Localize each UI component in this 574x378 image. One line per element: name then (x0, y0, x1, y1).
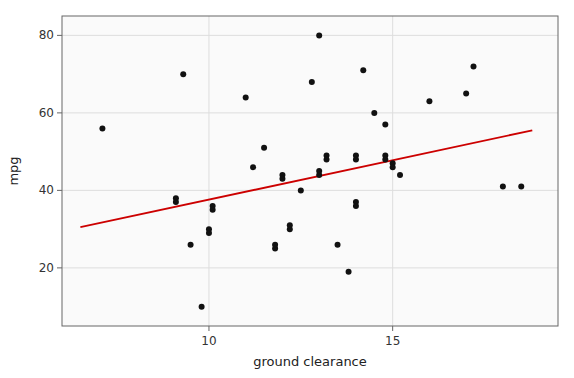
x-tick-label: 10 (201, 334, 216, 348)
point (335, 242, 341, 248)
point (210, 207, 216, 213)
point (324, 156, 330, 162)
plot-frame (62, 16, 558, 326)
y-tick (57, 112, 62, 113)
y-grid-line (62, 35, 558, 36)
y-grid-line (62, 190, 558, 191)
x-grid-line (208, 16, 209, 326)
point (390, 164, 396, 170)
point (397, 172, 403, 178)
point (173, 199, 179, 205)
x-tick-label: 15 (385, 334, 400, 348)
x-axis-label: ground clearance (253, 354, 367, 369)
y-tick-label: 20 (39, 261, 54, 275)
point (463, 91, 469, 97)
x-tick (208, 326, 209, 331)
point (518, 184, 524, 190)
point (261, 145, 267, 151)
point (316, 172, 322, 178)
point (382, 122, 388, 128)
point (250, 164, 256, 170)
y-tick-label: 60 (39, 106, 54, 120)
point (272, 242, 278, 248)
point (199, 304, 205, 310)
x-tick (392, 326, 393, 331)
point (279, 176, 285, 182)
y-tick (57, 190, 62, 191)
point (353, 203, 359, 209)
point (353, 156, 359, 162)
y-grid-line (62, 112, 558, 113)
point (382, 156, 388, 162)
point (470, 63, 476, 69)
point (316, 32, 322, 38)
point (287, 222, 293, 228)
point (371, 110, 377, 116)
point (180, 71, 186, 77)
grid (62, 16, 558, 326)
y-tick (57, 35, 62, 36)
point (500, 184, 506, 190)
plot-background (62, 16, 558, 326)
point (426, 98, 432, 104)
y-tick-label: 40 (39, 183, 54, 197)
point (99, 125, 105, 131)
data (80, 32, 532, 309)
x-grid-line (392, 16, 393, 326)
chart: 10 15 20 40 60 80 ground clearance mpg (0, 0, 574, 378)
axes: 10 15 20 40 60 80 (39, 16, 558, 348)
point (243, 94, 249, 100)
y-grid-line (62, 267, 558, 268)
regression-line (80, 130, 532, 227)
point (309, 79, 315, 85)
point (188, 242, 194, 248)
point (346, 269, 352, 275)
point (206, 230, 212, 236)
point (298, 187, 304, 193)
y-tick (57, 267, 62, 268)
y-tick-label: 80 (39, 28, 54, 42)
y-axis-label: mpg (6, 156, 21, 185)
point (360, 67, 366, 73)
